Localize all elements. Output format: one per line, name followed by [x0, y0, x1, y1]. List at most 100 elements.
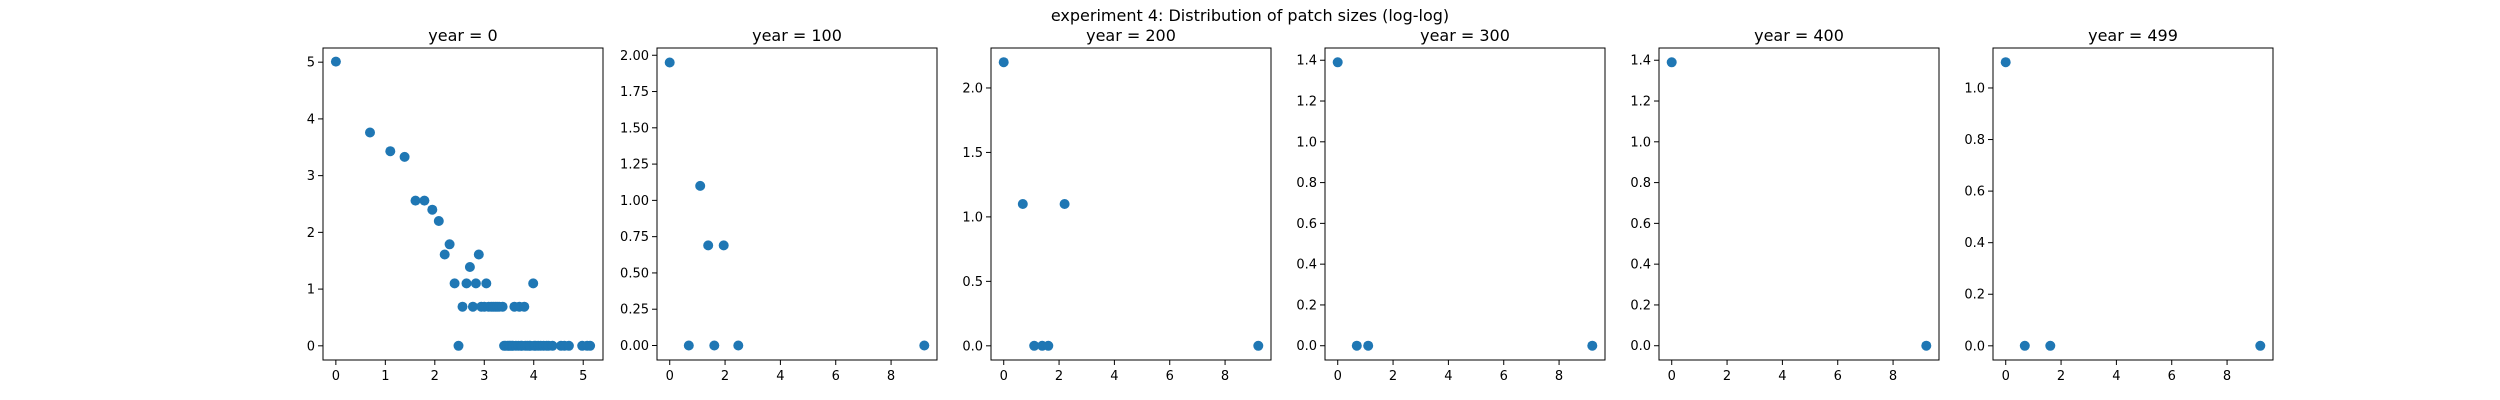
x-tick-label: 8 [1555, 369, 1563, 384]
y-tick-label: 1.25 [620, 158, 649, 173]
data-point [585, 340, 596, 351]
data-point [709, 340, 720, 351]
data-point [1666, 57, 1677, 68]
y-tick-label: 1.4 [1296, 54, 1317, 69]
y-tick-label: 1.2 [1296, 95, 1317, 110]
x-tick-label: 6 [2168, 369, 2176, 384]
subplot-title: year = 0 [428, 26, 497, 45]
subplot-0: year = 0 0 1 2 3 4 5 0 1 2 3 4 5 [307, 26, 604, 384]
x-tick-label: 5 [579, 369, 587, 384]
data-point [919, 340, 930, 351]
data-point [497, 301, 508, 312]
y-tick-label: 0.50 [620, 266, 649, 281]
y-tick-label: 2.00 [620, 49, 649, 64]
x-tick-label: 3 [480, 369, 488, 384]
x-tick-label: 2 [1723, 369, 1731, 384]
data-point [519, 301, 530, 312]
y-tick-label: 0.0 [962, 339, 983, 354]
x-tick-label: 4 [1444, 369, 1452, 384]
data-point [470, 278, 481, 289]
y-tick-label: 0.75 [620, 230, 649, 245]
y-tick-label: 3 [307, 169, 315, 184]
y-tick-label: 0.8 [1630, 176, 1651, 191]
x-tick-label: 4 [2112, 369, 2120, 384]
figure-title: experiment 4: Distribution of patch size… [1050, 6, 1450, 25]
data-point [1363, 340, 1374, 351]
subplot-2: year = 200 0 2 4 6 8 0.0 0.5 1.0 1.5 2.0 [962, 26, 1272, 384]
axes-frame [322, 47, 604, 361]
data-point [385, 146, 396, 157]
subplot-3: year = 300 0 2 4 6 8 0.0 0.2 0.4 0.6 0.8 1.0 1.2 1.4 [1296, 26, 1606, 384]
data-point [664, 57, 675, 68]
y-tick-label: 4 [307, 112, 315, 127]
x-tick-label: 4 [776, 369, 784, 384]
data-point [1351, 340, 1362, 351]
subplot-title: year = 400 [1754, 26, 1844, 45]
x-tick-label: 0 [1668, 369, 1676, 384]
data-point [481, 278, 492, 289]
y-tick-label: 1.2 [1630, 95, 1651, 110]
subplot-1: year = 100 0 2 4 6 8 0.00 0.25 0.50 0.75 1.00 1.25 1… [620, 26, 938, 384]
data-point [1253, 340, 1264, 351]
y-tick-label: 1.0 [962, 210, 983, 225]
data-point [1059, 199, 1070, 209]
data-point [547, 340, 558, 351]
data-point [399, 151, 410, 162]
subplot-title: year = 100 [752, 26, 842, 45]
y-tick-label: 1.5 [962, 146, 983, 161]
data-point [703, 240, 714, 251]
y-tick-label: 0.2 [1296, 298, 1317, 313]
data-point [1017, 199, 1028, 209]
data-point [1921, 340, 1932, 351]
y-tick-label: 0.0 [1296, 339, 1317, 354]
data-point [464, 262, 475, 272]
x-tick-label: 6 [1834, 369, 1842, 384]
data-point [461, 278, 472, 289]
x-tick-label: 0 [332, 369, 340, 384]
y-tick-label: 1.0 [1964, 81, 1985, 96]
y-tick-label: 1 [307, 283, 315, 298]
y-tick-label: 0.6 [1630, 217, 1651, 232]
data-point [467, 301, 478, 312]
axes-frame [990, 47, 1272, 361]
x-tick-label: 0 [666, 369, 674, 384]
x-tick-label: 4 [1778, 369, 1786, 384]
data-point [419, 195, 430, 206]
y-tick-label: 0.0 [1964, 339, 1985, 354]
axes-frame [1658, 47, 1940, 361]
y-tick-label: 0.8 [1964, 133, 1985, 148]
data-point [1332, 57, 1343, 68]
y-tick-label: 0.0 [1630, 339, 1651, 354]
y-tick-label: 2 [307, 226, 315, 241]
data-point [998, 57, 1009, 68]
data-point [2019, 340, 2030, 351]
data-point [1587, 340, 1598, 351]
data-point [410, 195, 421, 206]
x-tick-label: 8 [1221, 369, 1229, 384]
data-point [439, 249, 450, 260]
y-tick-label: 1.4 [1630, 54, 1651, 69]
y-tick-label: 0.25 [620, 303, 649, 318]
x-tick-label: 8 [2223, 369, 2231, 384]
y-tick-label: 0 [307, 339, 315, 354]
y-tick-label: 1.00 [620, 194, 649, 209]
y-tick-label: 5 [307, 56, 315, 71]
x-tick-label: 4 [530, 369, 538, 384]
x-tick-label: 8 [1889, 369, 1897, 384]
y-tick-label: 0.4 [1630, 258, 1651, 273]
y-tick-label: 1.0 [1296, 135, 1317, 150]
y-tick-label: 0.8 [1296, 176, 1317, 191]
data-point [2255, 340, 2266, 351]
y-tick-label: 0.2 [1964, 288, 1985, 303]
x-tick-label: 2 [1389, 369, 1397, 384]
data-point [444, 239, 455, 250]
data-point [695, 180, 706, 191]
y-tick-label: 1.50 [620, 121, 649, 136]
data-point [365, 127, 375, 138]
data-point [563, 340, 574, 351]
data-point [457, 301, 468, 312]
y-tick-label: 0.00 [620, 339, 649, 354]
x-tick-label: 2 [721, 369, 729, 384]
